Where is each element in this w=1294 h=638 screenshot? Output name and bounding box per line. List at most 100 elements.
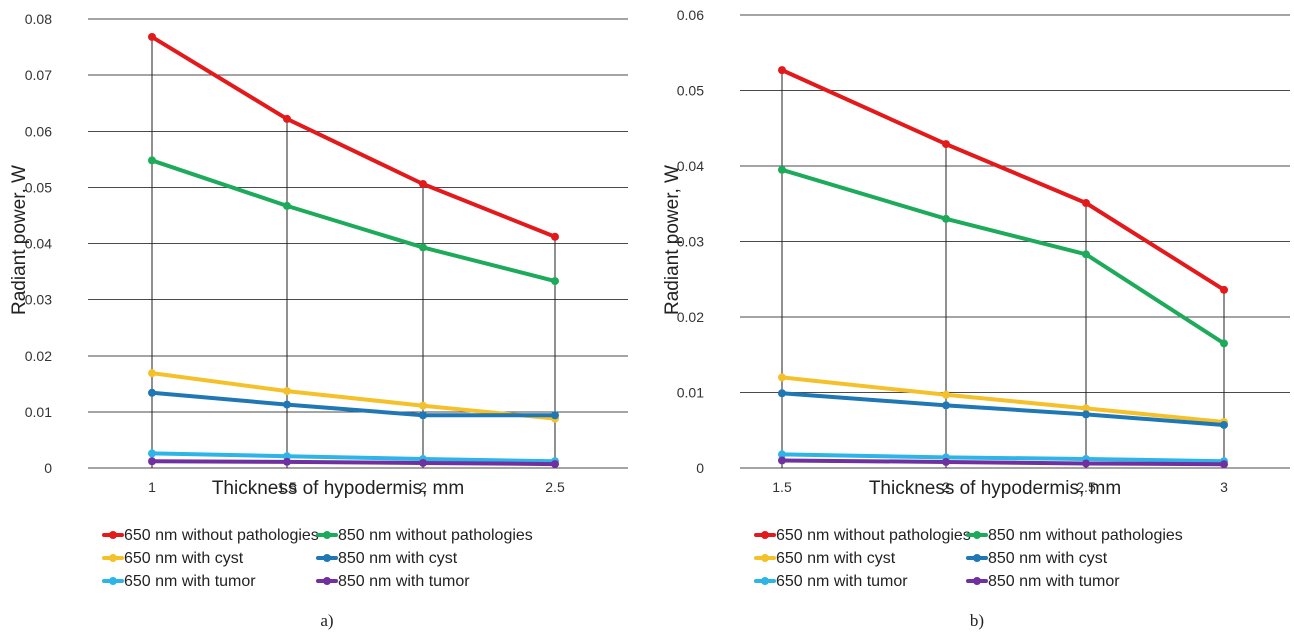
y-tick-label: 0.03	[677, 234, 704, 250]
series-line	[780, 458, 1226, 467]
data-point	[148, 369, 156, 378]
legend-label: 650 nm with cyst	[124, 550, 244, 567]
y-tick-label: 0.03	[25, 292, 52, 308]
x-tick-label: 1.5	[772, 479, 792, 495]
data-point	[942, 390, 950, 399]
data-point	[283, 201, 291, 210]
data-point	[148, 156, 156, 165]
legend-label: 650 nm with cyst	[776, 550, 896, 567]
series-line	[780, 375, 1226, 424]
y-tick-label: 0.08	[25, 11, 52, 27]
legend-swatch-marker	[323, 577, 331, 585]
legend-label: 650 nm with tumor	[776, 573, 908, 590]
x-tick-label: 2	[419, 479, 427, 495]
data-point	[283, 400, 291, 409]
data-point	[419, 458, 427, 467]
y-tick-label: 0.02	[677, 309, 704, 325]
y-tick-label: 0.07	[25, 67, 52, 83]
legend-label: 850 nm with tumor	[338, 573, 470, 590]
data-point	[942, 140, 950, 149]
data-point	[1082, 404, 1090, 413]
legend-swatch-marker	[761, 577, 769, 585]
legend-label: 850 nm without pathologies	[988, 527, 1183, 544]
legend-label: 850 nm with cyst	[988, 550, 1108, 567]
legend-swatch-marker	[323, 531, 331, 539]
data-point	[778, 450, 786, 459]
legend-swatch-marker	[973, 531, 981, 539]
y-tick-label: 0	[44, 460, 52, 476]
y-tick-label: 0.06	[25, 123, 52, 139]
data-point	[942, 401, 950, 410]
data-point	[1082, 410, 1090, 419]
data-point	[148, 457, 156, 466]
legend-swatch-marker	[109, 577, 117, 585]
legend-swatch-marker	[109, 531, 117, 539]
legend-label: 650 nm with tumor	[124, 573, 256, 590]
y-tick-label: 0.05	[25, 179, 52, 195]
data-point	[1220, 285, 1228, 294]
data-point	[778, 66, 786, 75]
data-point	[1220, 460, 1228, 469]
data-point	[1082, 459, 1090, 468]
series-line	[150, 34, 557, 239]
data-point	[551, 232, 559, 241]
data-point	[148, 449, 156, 458]
data-point	[778, 373, 786, 382]
x-tick-label: 2.5	[1076, 479, 1096, 495]
series-line	[780, 391, 1226, 427]
data-point	[1082, 198, 1090, 207]
legend-swatch-marker	[973, 554, 981, 562]
x-tick-label: 3	[1220, 479, 1228, 495]
series-line	[150, 371, 557, 421]
x-tick-label: 2	[942, 479, 950, 495]
legend-swatch-marker	[761, 531, 769, 539]
legend-swatch-marker	[761, 554, 769, 562]
data-point	[778, 389, 786, 398]
y-axis-title: Radiant power, W	[9, 165, 30, 315]
series-line	[780, 68, 1226, 292]
data-point	[551, 277, 559, 286]
data-point	[1220, 339, 1228, 348]
legend-swatch-marker	[973, 577, 981, 585]
series-line	[150, 459, 557, 467]
series-line	[150, 158, 557, 284]
legend-label: 650 nm without pathologies	[124, 527, 319, 544]
data-point	[551, 460, 559, 469]
y-tick-label: 0.02	[25, 348, 52, 364]
x-tick-label: 1	[148, 479, 156, 495]
legend-swatch-marker	[323, 554, 331, 562]
data-point	[283, 387, 291, 396]
series-line	[780, 167, 1226, 346]
x-axis-title: Thickness of hypodermis, mm	[869, 478, 1121, 499]
data-point	[419, 180, 427, 189]
data-point	[283, 114, 291, 123]
legend-swatch-marker	[109, 554, 117, 562]
x-tick-label: 2.5	[545, 479, 565, 495]
data-point	[551, 411, 559, 420]
figure-caption: a)	[320, 611, 333, 630]
series-line	[780, 452, 1226, 464]
series-line	[150, 390, 557, 418]
y-tick-label: 0.05	[677, 83, 704, 99]
data-point	[942, 457, 950, 466]
y-tick-label: 0.04	[677, 158, 704, 174]
y-tick-label: 0.01	[25, 404, 52, 420]
x-tick-label: 1.5	[277, 479, 297, 495]
chart-b: 0 0.01 0.02 0.03 0.04 0.05 0.06 1.5 2 2.5 3 Radiant…	[662, 7, 1290, 630]
y-tick-label: 0.01	[677, 385, 704, 401]
data-point	[419, 243, 427, 252]
figure-caption: b)	[970, 611, 984, 630]
data-point	[1220, 420, 1228, 429]
data-point	[419, 401, 427, 410]
x-axis-title: Thickness of hypodermis, mm	[212, 478, 464, 499]
series-line	[150, 451, 557, 464]
chart-a: 0 0.01 0.02 0.03 0.04 0.05 0.06 0.07 0.08 1 1.5 2 2.…	[9, 11, 628, 630]
legend-label: 650 nm without pathologies	[776, 527, 971, 544]
data-point	[148, 32, 156, 41]
data-point	[148, 388, 156, 397]
data-point	[942, 214, 950, 223]
legend-label: 850 nm with cyst	[338, 550, 458, 567]
data-point	[283, 457, 291, 466]
data-point	[419, 411, 427, 420]
data-point	[283, 452, 291, 461]
